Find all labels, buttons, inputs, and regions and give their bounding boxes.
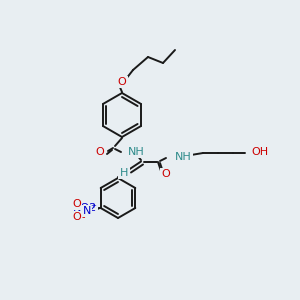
Text: O: O: [72, 199, 81, 209]
Text: NH: NH: [175, 152, 192, 162]
Text: O: O: [118, 77, 126, 87]
Text: N: N: [82, 206, 91, 216]
Text: NO2: NO2: [73, 203, 97, 213]
Text: -: -: [82, 212, 85, 222]
Text: O: O: [96, 147, 104, 157]
Text: +: +: [91, 203, 97, 209]
Text: OH: OH: [251, 147, 268, 157]
Text: O: O: [72, 212, 81, 222]
Text: O: O: [162, 169, 170, 179]
Text: NH: NH: [128, 147, 145, 157]
Text: H: H: [120, 168, 128, 178]
